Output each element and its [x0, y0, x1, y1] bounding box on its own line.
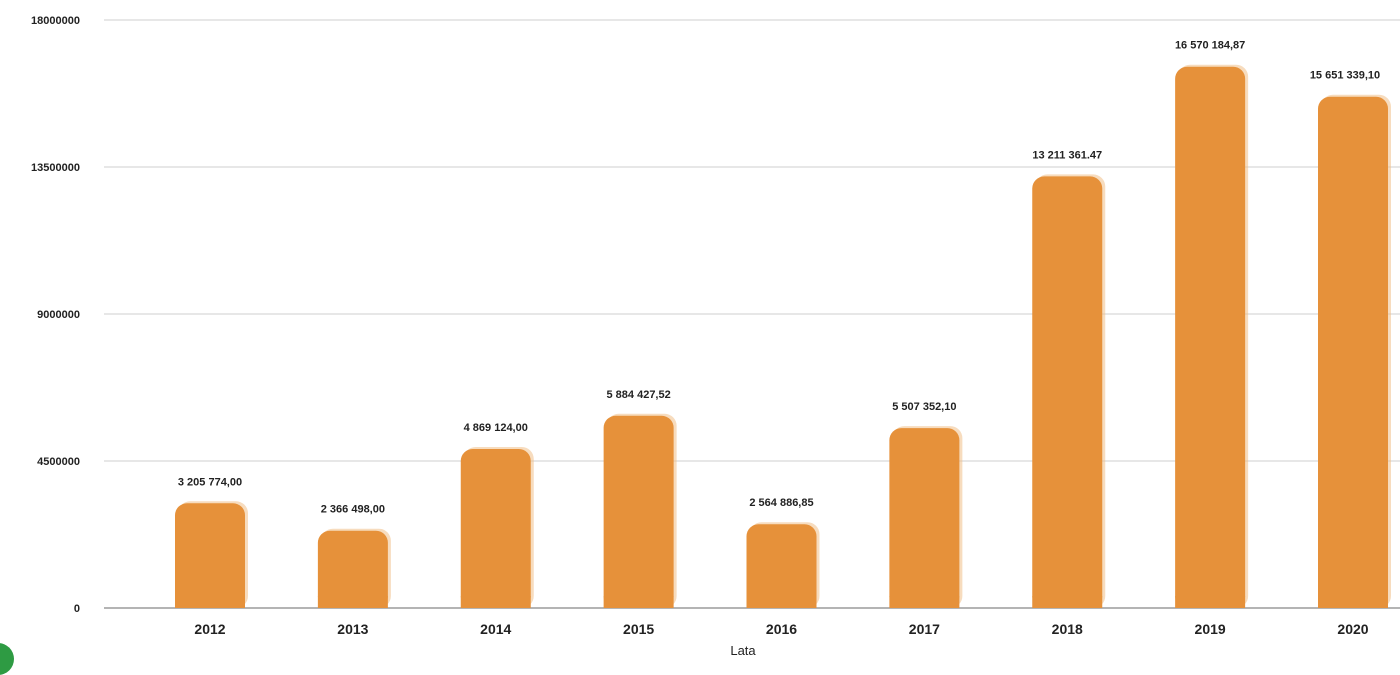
bar-base: [175, 596, 245, 608]
y-tick-label: 18000000: [31, 15, 80, 27]
bar-2016: [746, 524, 817, 608]
x-tick-label: 2015: [623, 621, 654, 637]
bar-2013: [317, 530, 388, 608]
data-label: 4 869 124,00: [464, 422, 528, 434]
bar-2014: [460, 448, 531, 608]
data-label: 2 564 886,85: [749, 497, 813, 509]
x-tick-label: 2012: [194, 621, 225, 637]
bar-2019: [1175, 66, 1246, 609]
bar-base: [1318, 596, 1388, 608]
y-tick-label: 0: [74, 603, 80, 615]
bar-2015: [603, 415, 674, 608]
bar-2018: [1032, 176, 1103, 608]
bar-base: [317, 596, 388, 608]
bar-2012: [175, 503, 245, 608]
bar-base: [603, 596, 674, 608]
data-label: 16 570 184,87: [1175, 40, 1245, 52]
data-label: 13 211 361.47: [1032, 149, 1102, 161]
bar-base: [1032, 596, 1103, 608]
data-label: 5 884 427,52: [607, 389, 671, 401]
y-tick-label: 9000000: [37, 309, 80, 321]
x-tick-label: 2014: [480, 621, 511, 637]
x-axis-label: Lata: [730, 643, 756, 657]
x-tick-label: 2016: [766, 621, 797, 637]
bar-base: [460, 596, 531, 608]
x-tick-label: 2020: [1337, 621, 1368, 637]
data-label: 5 507 352,10: [892, 401, 956, 413]
bar-base: [889, 596, 960, 608]
y-axis-ticks: 0 4500000 9000000 13500000 18000000: [31, 15, 80, 615]
bar-2020: [1318, 96, 1388, 608]
y-tick-label: 13500000: [31, 162, 80, 174]
data-label: 15 651 339,10: [1310, 70, 1380, 82]
data-label: 3 205 774,00: [178, 476, 242, 488]
x-tick-label: 2013: [337, 621, 368, 637]
data-label: 2 366 498,00: [321, 504, 385, 516]
bar-2017: [889, 428, 960, 608]
bar-chart: 0 4500000 9000000 13500000 18000000 2012 2013…: [31, 15, 1400, 657]
y-tick-label: 4500000: [37, 456, 80, 468]
x-tick-label: 2017: [909, 621, 940, 637]
bars: [175, 64, 1391, 609]
data-labels: 3 205 774,00 2 366 498,00 4 869 124,00 5 88…: [178, 40, 1380, 516]
x-axis-ticks: 2012 2013 2014 2015 2016 2017 2018 2019 2020: [194, 621, 1368, 637]
bar-base: [746, 596, 817, 608]
x-tick-label: 2018: [1052, 621, 1083, 637]
bar-base: [1175, 596, 1246, 608]
x-tick-label: 2019: [1195, 621, 1226, 637]
